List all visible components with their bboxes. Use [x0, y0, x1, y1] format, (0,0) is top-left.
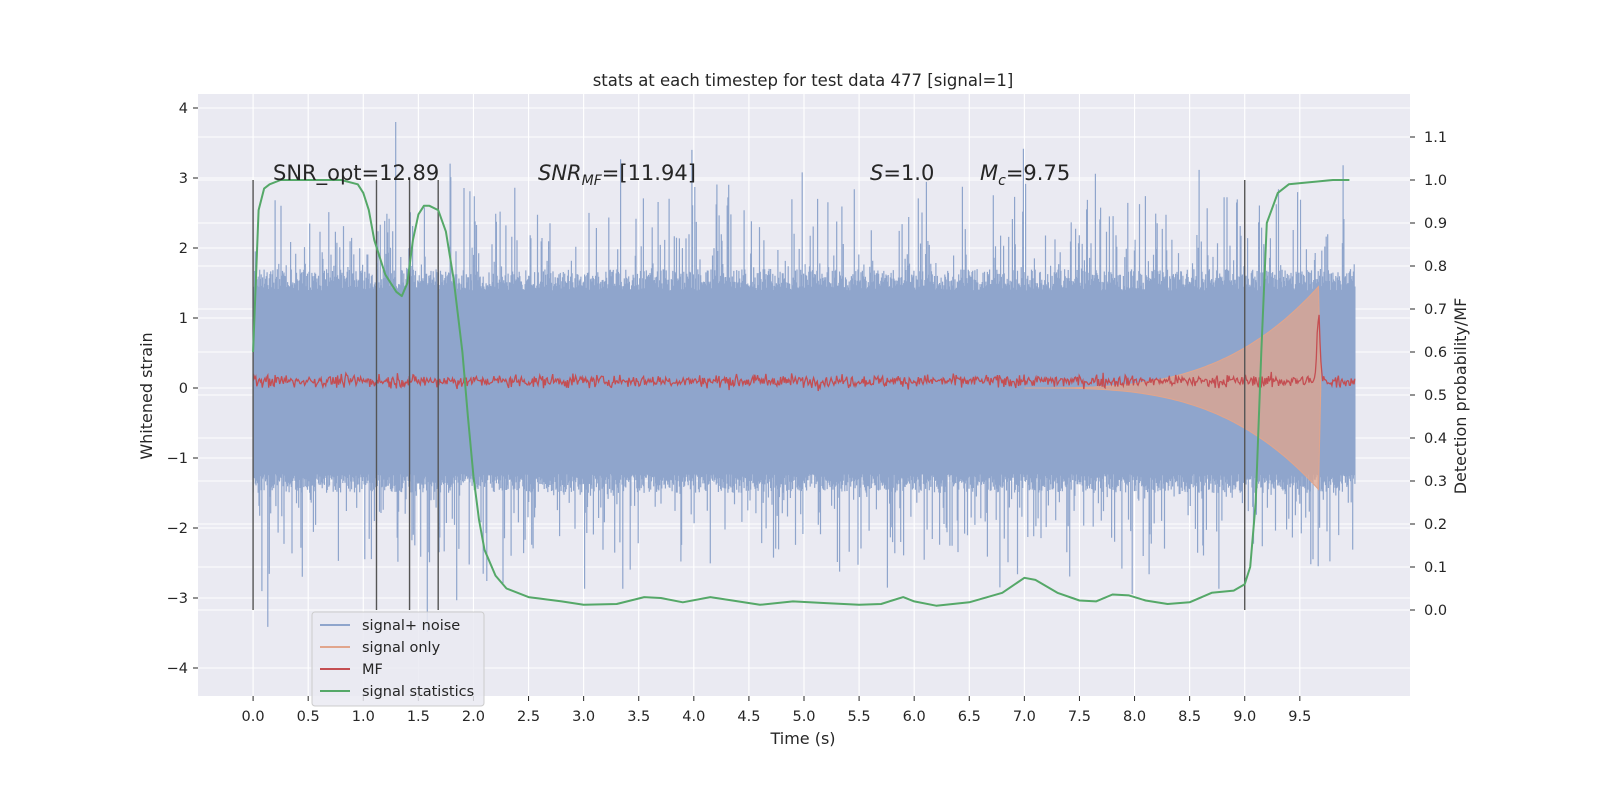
x-tick-label: 8.0: [1123, 709, 1146, 725]
legend-box: [311, 611, 485, 707]
x-tick-label: 6.0: [903, 709, 926, 725]
x-tick-label: 2.0: [462, 709, 485, 725]
x-tick-label: 5.5: [848, 709, 871, 725]
annotation-mc-value: =9.75: [1006, 161, 1070, 185]
y-tick-label: 1: [179, 311, 188, 327]
x-tick-label: 2.5: [517, 709, 540, 725]
x-tick-label: 3.5: [627, 709, 650, 725]
legend-label-signal-noise: signal+ noise: [362, 618, 460, 634]
x-tick-label: 6.5: [958, 709, 981, 725]
y2-tick-label: 1.0: [1424, 173, 1447, 189]
y2-tick-label: 0.0: [1424, 603, 1447, 619]
y-tick-label: −2: [167, 521, 188, 537]
y-tick-label: 2: [179, 241, 188, 257]
x-tick-label: 7.0: [1013, 709, 1036, 725]
x-tick-label: 8.5: [1178, 709, 1201, 725]
y2-tick-label: 0.1: [1424, 560, 1447, 576]
x-axis-ticks: 0.0 0.5 1.0 1.5 2.0 2.5 3.0 3.5 4.0 4.5 5.0 5.5 6.0 6…: [242, 696, 1311, 725]
y2-axis-ticks: 1.1 1.0 0.9 0.8 0.7 0.6 0.5 0.4 0.3 0.2 0.1 0.0: [1410, 130, 1447, 619]
y-tick-label: 4: [179, 101, 188, 117]
x-tick-label: 3.0: [572, 709, 595, 725]
y-tick-label: −3: [167, 591, 188, 607]
y-tick-label: −1: [167, 451, 188, 467]
y2-tick-label: 0.4: [1424, 431, 1447, 447]
annotation-mc-sub: c: [998, 173, 1006, 189]
annotation-snr-mf: SNRMF=[11.94]: [538, 161, 696, 189]
annotation-mc-main: M: [980, 161, 998, 185]
y-axis-ticks: 4 3 2 1 0 −1 −2 −3 −4: [167, 101, 198, 677]
annotation-snr-mf-main: SNR: [538, 161, 582, 185]
x-tick-label: 4.5: [737, 709, 760, 725]
x-tick-label: 0.0: [242, 709, 265, 725]
annotation-s: S=1.0: [870, 161, 934, 185]
y2-tick-label: 0.3: [1424, 474, 1447, 490]
annotation-mc: Mc=9.75: [980, 161, 1070, 189]
series-signal-statistics: [252, 179, 1350, 607]
y2-tick-label: 0.7: [1424, 302, 1447, 318]
x-tick-label: 9.5: [1288, 709, 1311, 725]
y-tick-label: 0: [179, 381, 188, 397]
series-mf: [252, 314, 1356, 392]
y2-tick-label: 0.5: [1424, 388, 1447, 404]
annotation-snr-opt: SNR_opt=12.89: [273, 161, 439, 186]
x-tick-label: 1.0: [352, 709, 375, 725]
annotation-snr-mf-value: =[11.94]: [602, 161, 696, 185]
y-tick-label: −4: [167, 661, 188, 677]
y2-tick-label: 0.9: [1424, 216, 1447, 232]
x-tick-label: 7.5: [1068, 709, 1091, 725]
y2-tick-label: 0.8: [1424, 259, 1447, 275]
legend: signal+ noise signal only MF signal stat…: [311, 611, 485, 707]
x-tick-label: 0.5: [297, 709, 320, 725]
y-tick-label: 3: [179, 171, 188, 187]
data-layer: [252, 122, 1356, 632]
y2-tick-label: 0.2: [1424, 517, 1447, 533]
x-tick-label: 4.0: [682, 709, 705, 725]
legend-label-signal-statistics: signal statistics: [362, 684, 474, 700]
y2-axis-label: Detection probability/MF: [1451, 298, 1470, 495]
legend-label-signal-only: signal only: [362, 640, 441, 656]
x-axis-label: Time (s): [769, 729, 835, 748]
annotation-s-main: S: [870, 161, 883, 185]
annotation-snr-mf-sub: MF: [582, 173, 603, 189]
y2-tick-label: 1.1: [1424, 130, 1447, 146]
y2-tick-label: 0.6: [1424, 345, 1447, 361]
x-tick-label: 9.0: [1233, 709, 1256, 725]
legend-label-mf: MF: [362, 662, 383, 678]
x-tick-label: 1.5: [407, 709, 430, 725]
chart-title: stats at each timestep for test data 477…: [593, 71, 1014, 90]
y-axis-label: Whitened strain: [137, 332, 156, 459]
x-tick-label: 5.0: [792, 709, 815, 725]
annotation-s-value: =1.0: [883, 161, 934, 185]
